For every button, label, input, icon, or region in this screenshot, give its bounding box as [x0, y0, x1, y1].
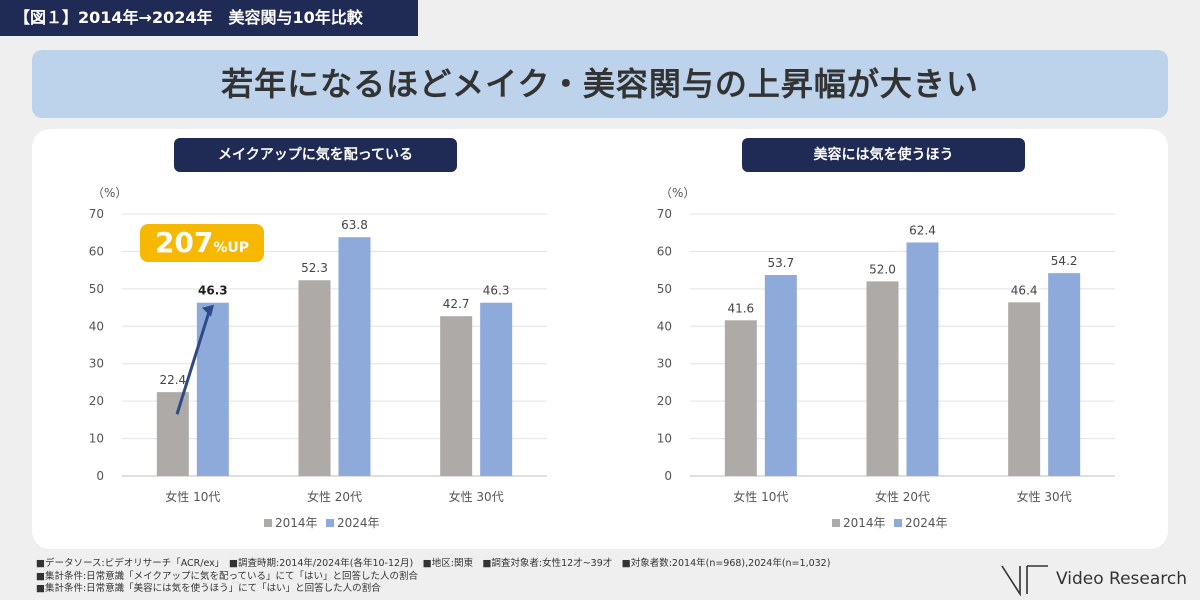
beauty-bar-chart: （%） 0 10 20 30 40 50 60 70 41.6 53.7 女性 10代 52.0 62.4…: [657, 186, 1115, 530]
bar: [906, 242, 939, 476]
x-category-label: 女性 20代: [875, 489, 930, 504]
bar: [480, 302, 513, 476]
makeup-bar-chart: （%） 0 10 20 30 40 50 60 70 22.4 46.3 女性 10代 52.3 63.8…: [89, 186, 547, 530]
growth-arrow-line: [175, 308, 212, 415]
data-label: 46.4: [1011, 283, 1038, 297]
y-tick-label: 50: [657, 282, 672, 296]
data-label: 62.4: [909, 223, 936, 237]
data-label: 42.7: [443, 297, 470, 311]
footer-notes: ■データソース:ビデオリサーチ「ACR/ex」 ■調査時期:2014年/2024…: [36, 558, 830, 596]
video-research-logo: Video Research: [1000, 562, 1187, 597]
y-axis-unit: （%）: [660, 186, 695, 200]
x-category-label: 女性 30代: [449, 489, 504, 504]
legend-swatch: [832, 519, 840, 527]
figure-tag: 【図１】2014年→2024年 美容関与10年比較: [0, 0, 418, 36]
bar: [156, 392, 189, 476]
footer-line-condition-beauty: ■集計条件:日常意識「美容には気を使うほう」にて「はい」と回答した人の割合: [36, 583, 381, 594]
bar: [866, 281, 899, 476]
y-tick-label: 30: [89, 357, 104, 371]
bar: [440, 316, 473, 476]
y-tick-label: 10: [657, 432, 672, 446]
y-tick-label: 60: [89, 244, 104, 258]
y-tick-label: 10: [89, 432, 104, 446]
legend-entry: 2014年: [843, 516, 886, 530]
legend-entry: 2024年: [337, 516, 380, 530]
y-axis-unit: （%）: [92, 186, 127, 200]
chart-title-makeup: メイクアップに気を配っている: [174, 138, 457, 172]
legend-swatch: [264, 519, 272, 527]
bar: [764, 275, 797, 476]
y-tick-label: 50: [89, 282, 104, 296]
logo-text: Video Research: [1056, 569, 1188, 589]
chart-panel: メイクアップに気を配っている 美容には気を使うほう （%） 0 10 20 30 40 50…: [32, 129, 1168, 549]
y-tick-label: 40: [89, 319, 104, 333]
data-label: 46.3: [198, 284, 228, 298]
x-category-label: 女性 30代: [1017, 489, 1072, 504]
footer-line-condition-makeup: ■集計条件:日常意識「メイクアップに気を配っている」にて「はい」と回答した人の割…: [36, 570, 419, 582]
data-label: 22.4: [159, 373, 186, 387]
data-label: 63.8: [341, 218, 368, 232]
x-category-label: 女性 10代: [165, 489, 220, 504]
bar: [338, 237, 371, 476]
y-tick-label: 20: [657, 394, 672, 408]
legend-entry: 2024年: [905, 516, 948, 530]
data-label: 52.3: [301, 261, 328, 275]
y-tick-label: 0: [664, 469, 672, 483]
data-label: 53.7: [767, 256, 794, 270]
legend-swatch: [326, 519, 334, 527]
data-label: 52.0: [869, 262, 896, 276]
y-tick-label: 0: [96, 469, 104, 483]
data-label: 54.2: [1051, 254, 1078, 268]
y-tick-label: 30: [657, 357, 672, 371]
chart-title-beauty: 美容には気を使うほう: [742, 138, 1025, 172]
bar: [724, 320, 757, 476]
data-label: 41.6: [727, 301, 754, 315]
legend-swatch: [894, 519, 902, 527]
bar: [1008, 302, 1041, 476]
bar: [298, 280, 331, 476]
data-label: 46.3: [483, 284, 510, 298]
y-tick-label: 70: [657, 207, 672, 221]
x-category-label: 女性 20代: [307, 489, 362, 504]
growth-callout: 207%UP: [140, 224, 264, 262]
y-tick-label: 70: [89, 207, 104, 221]
footer-line-source: ■データソース:ビデオリサーチ「ACR/ex」 ■調査時期:2014年/2024…: [36, 558, 831, 569]
callout-suffix: %UP: [213, 240, 250, 256]
y-tick-label: 40: [657, 319, 672, 333]
headline: 若年になるほどメイク・美容関与の上昇幅が大きい: [32, 50, 1168, 118]
legend-entry: 2014年: [275, 516, 318, 530]
bar: [196, 302, 229, 476]
growth-arrow-head-icon: [202, 304, 214, 317]
y-tick-label: 20: [89, 394, 104, 408]
y-tick-label: 60: [657, 244, 672, 258]
logo-mark-icon: [1001, 565, 1048, 597]
callout-number: 207: [154, 226, 214, 259]
bar: [1048, 273, 1081, 476]
x-category-label: 女性 10代: [733, 489, 788, 504]
